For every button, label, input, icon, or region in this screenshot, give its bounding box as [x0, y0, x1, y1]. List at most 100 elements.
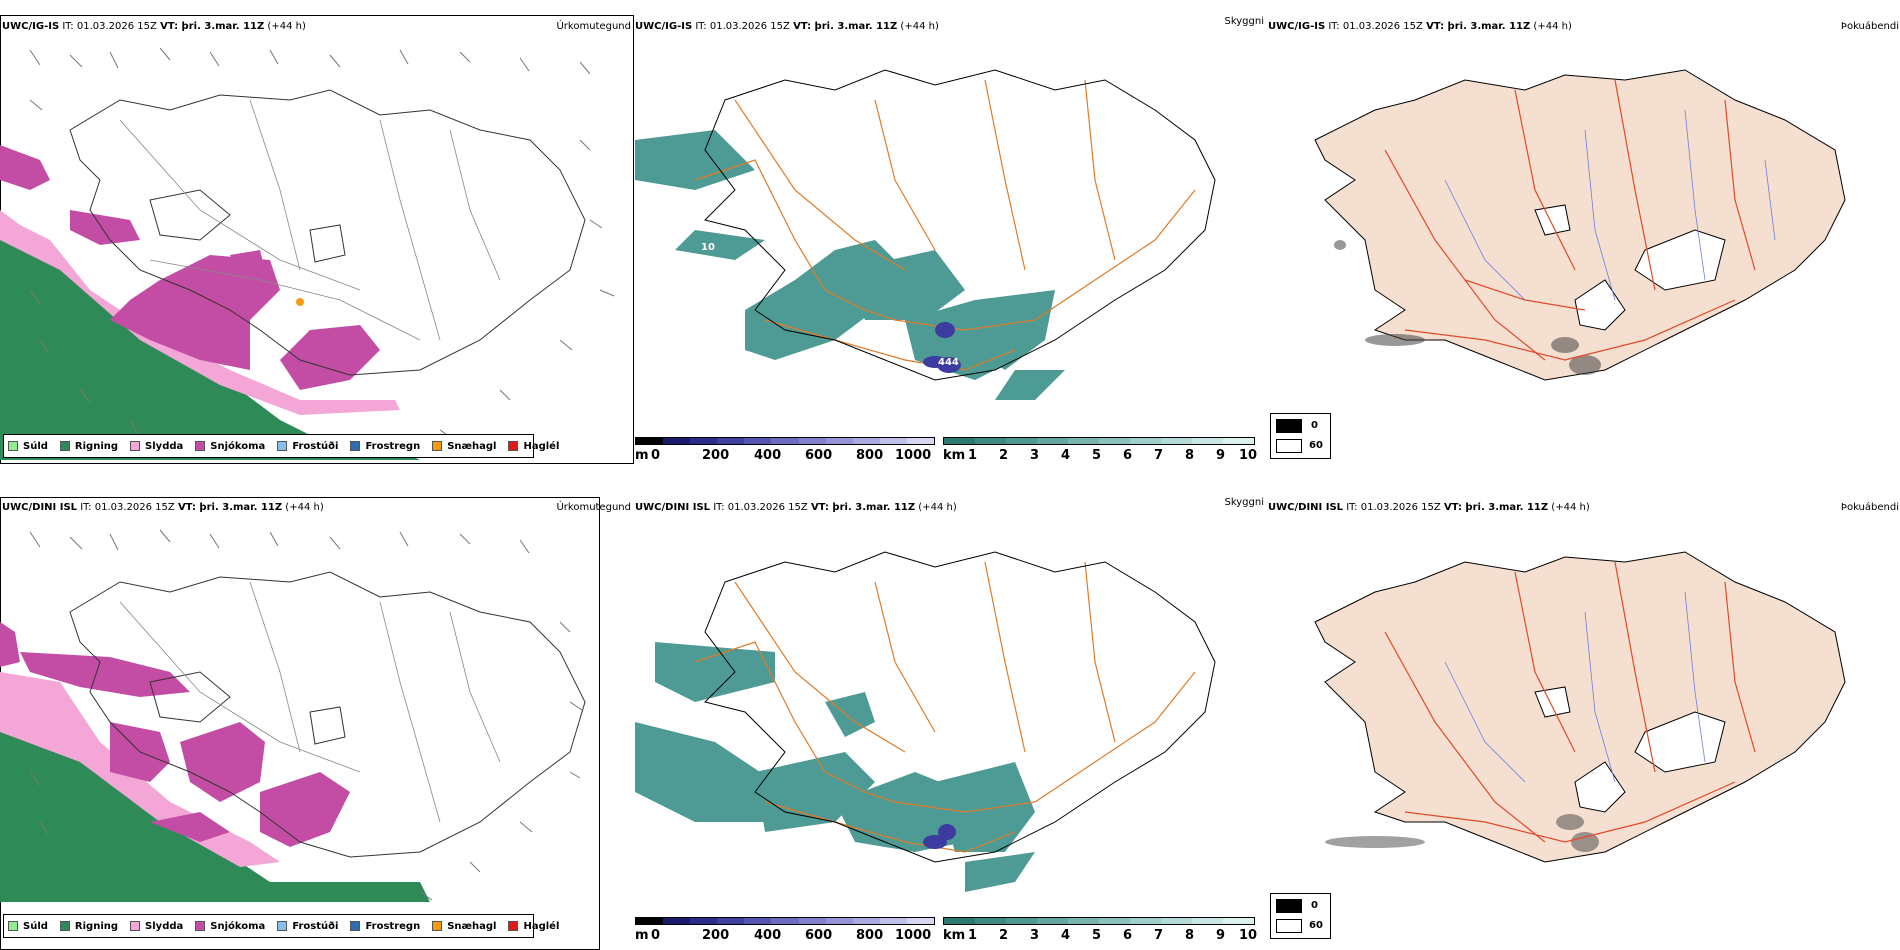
- tick-label: 800: [856, 448, 884, 463]
- precip-type-panel: UWC/IG-IS IT: 01.03.2026 15Z VT: þri. 3.…: [0, 0, 635, 470]
- fog-legend-swatch-60: [1276, 439, 1302, 453]
- tick-label: 4: [1061, 928, 1071, 943]
- fog-panel: UWC/DINI ISL IT: 01.03.2026 15Z VT: þri.…: [1265, 480, 1900, 950]
- tick-label: 9: [1216, 928, 1226, 943]
- height-label: 686: [792, 353, 813, 364]
- precip-legend: Súld Rigning Slydda Snjókoma Frostúði Fr…: [3, 914, 559, 938]
- visibility-panel: UWC/IG-IS IT: 01.03.2026 15Z VT: þri. 3.…: [635, 0, 1270, 470]
- tick-label: 6: [1123, 448, 1133, 463]
- colorbar-visibility-swatches: [943, 437, 1255, 445]
- row-ig-is: UWC/IG-IS IT: 01.03.2026 15Z VT: þri. 3.…: [0, 0, 1900, 470]
- legend-item-snjokoma: Snjókoma: [195, 441, 265, 452]
- colorbar-height-swatches: [635, 917, 935, 925]
- tick-label: 7: [1154, 928, 1164, 943]
- tick-label: 10: [1239, 928, 1258, 943]
- height-label: 990: [792, 840, 813, 851]
- panel-header: UWC/DINI ISL IT: 01.03.2026 15Z VT: þri.…: [2, 502, 324, 513]
- tick-label: 4: [1061, 448, 1071, 463]
- tick-label: 2: [999, 448, 1009, 463]
- fog-legend-label: 60: [1309, 440, 1323, 451]
- tick-label: 8: [1185, 448, 1195, 463]
- precip-map: [0, 529, 586, 902]
- tick-label: 600: [805, 448, 833, 463]
- panel-title: Þokuábendi: [1840, 502, 1899, 513]
- colorbar-visibility-swatches: [943, 917, 1255, 925]
- tick-label: 1: [968, 448, 978, 463]
- fog-map: [1314, 69, 1846, 381]
- panel-header: UWC/DINI ISL IT: 01.03.2026 15Z VT: þri.…: [1268, 502, 1590, 513]
- height-label: 10: [701, 242, 715, 253]
- colorbar-unit: m: [635, 928, 649, 943]
- legend-item-suld: Súld: [8, 441, 48, 452]
- tick-label: 9: [1216, 448, 1226, 463]
- precip-map: [0, 47, 615, 460]
- precip-legend: Súld Rigning Slydda Snjókoma Frostúði Fr…: [3, 434, 559, 458]
- tick-label: 3: [1030, 928, 1040, 943]
- legend-item-slydda: Slydda: [130, 441, 183, 452]
- panel-header: UWC/DINI ISL IT: 01.03.2026 15Z VT: þri.…: [635, 502, 957, 513]
- legend-item-slydda: Slydda: [130, 921, 183, 932]
- tick-label: 8: [1185, 928, 1195, 943]
- panel-header: UWC/IG-IS IT: 01.03.2026 15Z VT: þri. 3.…: [1268, 21, 1572, 32]
- tick-label: 1000: [895, 448, 932, 463]
- panel-title: Skyggni: [1224, 16, 1264, 27]
- legend-item-rigning: Rigning: [59, 441, 118, 452]
- panel-title: Þokuábendi: [1840, 21, 1899, 32]
- legend-item-frostudi: Frostúði: [277, 921, 338, 932]
- tick-label: 10: [1239, 448, 1258, 463]
- tick-label: 200: [702, 928, 730, 943]
- tick-label: 2: [999, 928, 1009, 943]
- height-label: 126: [907, 387, 928, 398]
- legend-item-snaehagl: Snæhagl: [432, 921, 496, 932]
- fog-legend-label: 0: [1311, 420, 1318, 431]
- legend-item-suld: Súld: [8, 921, 48, 932]
- tick-label: 1000: [895, 928, 932, 943]
- legend-item-frostregn: Frostregn: [350, 441, 420, 452]
- tick-label: 5: [1092, 448, 1102, 463]
- colorbar-unit: m: [635, 448, 649, 463]
- legend-item-frostudi: Frostúði: [277, 441, 338, 452]
- height-label: 232: [936, 871, 957, 882]
- height-label: 101: [908, 867, 929, 878]
- tick-label: 0: [651, 928, 661, 943]
- visibility-panel: UWC/DINI ISL IT: 01.03.2026 15Z VT: þri.…: [635, 480, 1270, 950]
- fog-legend-swatch-0: [1276, 419, 1302, 433]
- legend-item-snaehagl: Snæhagl: [432, 441, 496, 452]
- tick-label: 600: [805, 928, 833, 943]
- fog-legend: 0 60: [1270, 893, 1331, 939]
- legend-item-rigning: Rigning: [59, 921, 118, 932]
- row-dini-isl: UWC/DINI ISL IT: 01.03.2026 15Z VT: þri.…: [0, 480, 1900, 950]
- fog-legend: 0 60: [1270, 413, 1331, 459]
- panel-title: Úrkomutegund: [556, 502, 631, 513]
- tick-label: 5: [1092, 928, 1102, 943]
- tick-label: 1: [968, 928, 978, 943]
- tick-label: 200: [702, 448, 730, 463]
- fog-legend-label: 0: [1311, 900, 1318, 911]
- fog-legend-swatch-0: [1276, 899, 1302, 913]
- tick-label: 400: [754, 448, 782, 463]
- colorbar-unit: km: [943, 448, 966, 463]
- fog-map: [1314, 551, 1846, 863]
- panel-title: Úrkomutegund: [556, 21, 631, 32]
- colorbar-height-swatches: [635, 437, 935, 445]
- legend-item-haglel: Haglél: [508, 921, 559, 932]
- tick-label: 800: [856, 928, 884, 943]
- height-label: 139: [943, 379, 964, 390]
- height-label: 191: [937, 392, 958, 403]
- precip-type-panel: UWC/DINI ISL IT: 01.03.2026 15Z VT: þri.…: [0, 480, 635, 950]
- visibility-map: [635, 69, 1216, 400]
- fog-panel: UWC/IG-IS IT: 01.03.2026 15Z VT: þri. 3.…: [1265, 0, 1900, 470]
- panel-header: UWC/IG-IS IT: 01.03.2026 15Z VT: þri. 3.…: [635, 21, 939, 32]
- tick-label: 0: [651, 448, 661, 463]
- fog-legend-swatch-60: [1276, 919, 1302, 933]
- height-label: 444: [938, 357, 959, 368]
- fog-legend-label: 60: [1309, 920, 1323, 931]
- tick-label: 3: [1030, 448, 1040, 463]
- tick-label: 400: [754, 928, 782, 943]
- panel-header: UWC/IG-IS IT: 01.03.2026 15Z VT: þri. 3.…: [2, 21, 306, 32]
- legend-item-snjokoma: Snjókoma: [195, 921, 265, 932]
- tick-label: 7: [1154, 448, 1164, 463]
- legend-item-frostregn: Frostregn: [350, 921, 420, 932]
- panel-title: Skyggni: [1224, 497, 1264, 508]
- colorbar-unit: km: [943, 928, 966, 943]
